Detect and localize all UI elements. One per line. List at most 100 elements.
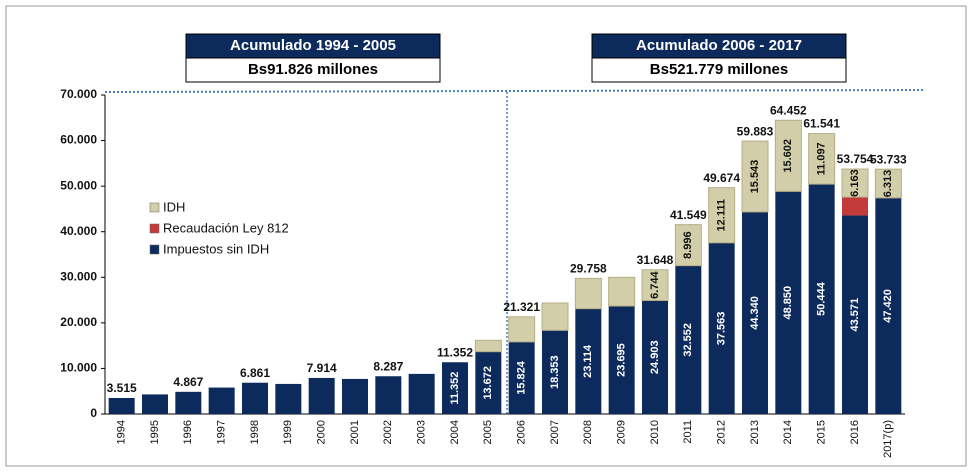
legend-label: IDH bbox=[163, 199, 185, 214]
bar-segment bbox=[708, 242, 735, 414]
bar-segment bbox=[108, 397, 135, 414]
x-tick-label: 1996 bbox=[182, 420, 194, 444]
bar-segment bbox=[508, 341, 535, 414]
bar-segment bbox=[575, 308, 602, 414]
bar-segment bbox=[875, 197, 902, 414]
segment-label: 43.571 bbox=[849, 298, 861, 332]
segment-label: 6.313 bbox=[882, 170, 894, 198]
header-value: Bs521.779 millones bbox=[650, 61, 788, 78]
bar-segment bbox=[774, 119, 802, 192]
bar-segment bbox=[442, 362, 468, 414]
segment-label: 44.340 bbox=[749, 296, 761, 330]
x-tick-label: 2009 bbox=[616, 420, 628, 444]
bar-segment bbox=[208, 387, 235, 414]
bar-segment bbox=[741, 140, 769, 213]
y-tick-label: 30.000 bbox=[60, 269, 97, 283]
x-tick-label: 2017(p) bbox=[882, 420, 894, 458]
x-tick-label: 2007 bbox=[549, 420, 561, 444]
bar-segment bbox=[308, 377, 335, 414]
segment-label: 15.824 bbox=[516, 360, 528, 395]
header-box bbox=[185, 33, 441, 59]
legend-label: Recaudación Ley 812 bbox=[163, 220, 289, 235]
y-tick-label: 70.000 bbox=[60, 87, 97, 101]
bar-segment bbox=[842, 215, 868, 414]
x-tick-label: 2002 bbox=[382, 420, 394, 444]
x-tick-label: 2016 bbox=[849, 420, 861, 444]
bar-segment bbox=[608, 306, 635, 414]
segment-label: 13.672 bbox=[482, 366, 494, 400]
total-label: 59.883 bbox=[737, 124, 774, 138]
y-tick-label: 60.000 bbox=[60, 133, 97, 147]
bar-segment bbox=[508, 316, 536, 343]
bar-segment bbox=[675, 265, 702, 414]
header-box bbox=[591, 57, 847, 83]
total-label: 7.914 bbox=[307, 361, 337, 375]
bar-segment bbox=[842, 197, 868, 216]
legend-swatch bbox=[149, 223, 160, 234]
bar-segment bbox=[542, 330, 568, 414]
segment-label: 15.602 bbox=[782, 139, 794, 173]
x-tick-label: 2010 bbox=[649, 420, 661, 444]
segment-label: 23.695 bbox=[616, 343, 628, 377]
header-box bbox=[591, 33, 847, 59]
segment-label: 47.420 bbox=[882, 289, 894, 323]
bar-segment bbox=[242, 382, 268, 414]
total-label: 21.321 bbox=[503, 300, 540, 314]
header-value: Bs91.826 millones bbox=[248, 61, 378, 78]
total-label: 53.754 bbox=[837, 152, 874, 166]
segment-label: 6.744 bbox=[649, 271, 661, 299]
segment-label: 32.552 bbox=[682, 323, 694, 357]
total-label: 29.758 bbox=[570, 262, 607, 276]
bar-segment bbox=[642, 300, 668, 414]
bar-segment bbox=[475, 351, 502, 414]
bar-segment bbox=[775, 191, 802, 414]
total-label: 49.674 bbox=[703, 171, 740, 185]
total-label: 64.452 bbox=[770, 103, 807, 117]
bar-segment bbox=[641, 269, 669, 302]
total-label: 6.861 bbox=[240, 366, 270, 380]
segment-label: 18.353 bbox=[549, 355, 561, 389]
bracket-line bbox=[104, 89, 926, 93]
total-label: 11.352 bbox=[437, 345, 473, 359]
segment-label: 24.903 bbox=[649, 340, 661, 374]
bar-segment bbox=[808, 133, 836, 185]
x-tick-label: 2008 bbox=[582, 420, 594, 444]
legend-swatch bbox=[149, 244, 160, 255]
x-tick-label: 1994 bbox=[116, 420, 128, 444]
x-tick-label: 2004 bbox=[449, 420, 461, 444]
x-tick-label: 2006 bbox=[516, 420, 528, 444]
segment-label: 11.097 bbox=[816, 142, 828, 175]
y-tick-label: 10.000 bbox=[60, 361, 97, 375]
segment-label: 6.163 bbox=[849, 169, 861, 197]
total-label: 8.287 bbox=[373, 359, 403, 373]
bar-segment bbox=[674, 224, 702, 267]
x-tick-label: 2001 bbox=[349, 420, 361, 444]
bar-segment bbox=[275, 383, 302, 414]
segment-label: 23.114 bbox=[582, 344, 594, 378]
x-tick-label: 1997 bbox=[216, 420, 228, 444]
bar-segment bbox=[608, 276, 636, 307]
bar-segment bbox=[175, 391, 202, 414]
bar-segment bbox=[874, 168, 902, 199]
bar-segment bbox=[574, 277, 602, 310]
x-tick-label: 2000 bbox=[316, 420, 328, 444]
total-label: 41.549 bbox=[670, 208, 707, 222]
header-title: Acumulado 1994 - 2005 bbox=[230, 37, 396, 54]
header-box bbox=[185, 57, 441, 83]
bar-segment bbox=[142, 394, 168, 414]
x-tick-label: 2003 bbox=[416, 420, 428, 444]
segment-label: 15.543 bbox=[749, 160, 761, 194]
legend-label: Impuestos sin IDH bbox=[163, 241, 269, 256]
segment-label: 12.111 bbox=[716, 199, 728, 231]
x-tick-label: 2005 bbox=[482, 420, 494, 444]
x-tick-label: 2014 bbox=[782, 420, 794, 444]
bar-segment bbox=[808, 184, 835, 414]
x-tick-label: 2013 bbox=[749, 420, 761, 444]
x-tick-label: 1998 bbox=[249, 420, 261, 444]
bar-segment bbox=[541, 302, 569, 331]
x-tick-label: 1999 bbox=[282, 420, 294, 444]
segment-label: 48.850 bbox=[782, 286, 794, 320]
bar-segment bbox=[474, 339, 502, 353]
bar-segment bbox=[742, 211, 768, 414]
